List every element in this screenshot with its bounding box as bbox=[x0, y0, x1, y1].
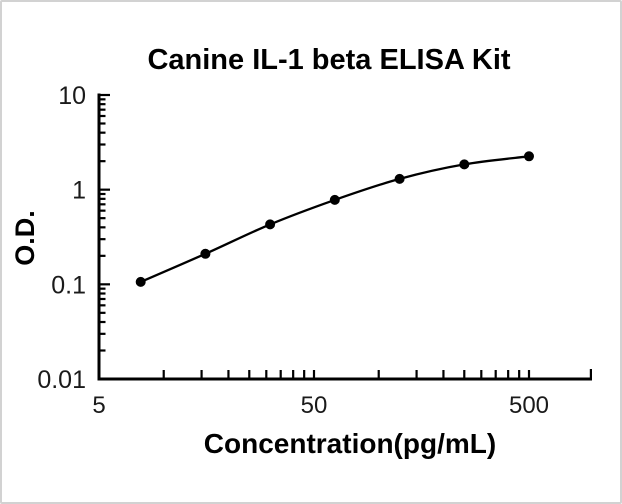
data-point-marker bbox=[459, 159, 470, 170]
x-tick-label: 50 bbox=[301, 392, 328, 419]
y-tick-label: 0.1 bbox=[51, 271, 86, 299]
y-tick-label: 10 bbox=[58, 82, 86, 110]
y-tick-label: 1 bbox=[72, 177, 86, 205]
y-tick-label: 0.01 bbox=[37, 366, 86, 394]
y-axis-title: O.D. bbox=[10, 210, 40, 266]
data-point-marker bbox=[329, 194, 340, 205]
standard-curve-line bbox=[139, 155, 531, 284]
data-point-marker bbox=[524, 151, 534, 162]
data-point-marker bbox=[200, 248, 211, 259]
data-point-marker bbox=[394, 173, 405, 184]
chart-title: Canine IL-1 beta ELISA Kit bbox=[147, 44, 511, 76]
data-point-marker bbox=[265, 219, 276, 230]
data-point-marker bbox=[135, 276, 146, 287]
x-tick-label: 5 bbox=[92, 392, 105, 419]
x-axis-title: Concentration(pg/mL) bbox=[203, 428, 497, 459]
x-axis bbox=[97, 369, 593, 381]
x-tick-label: 500 bbox=[509, 392, 549, 419]
curve-series bbox=[135, 151, 534, 287]
y-axis bbox=[97, 93, 110, 381]
